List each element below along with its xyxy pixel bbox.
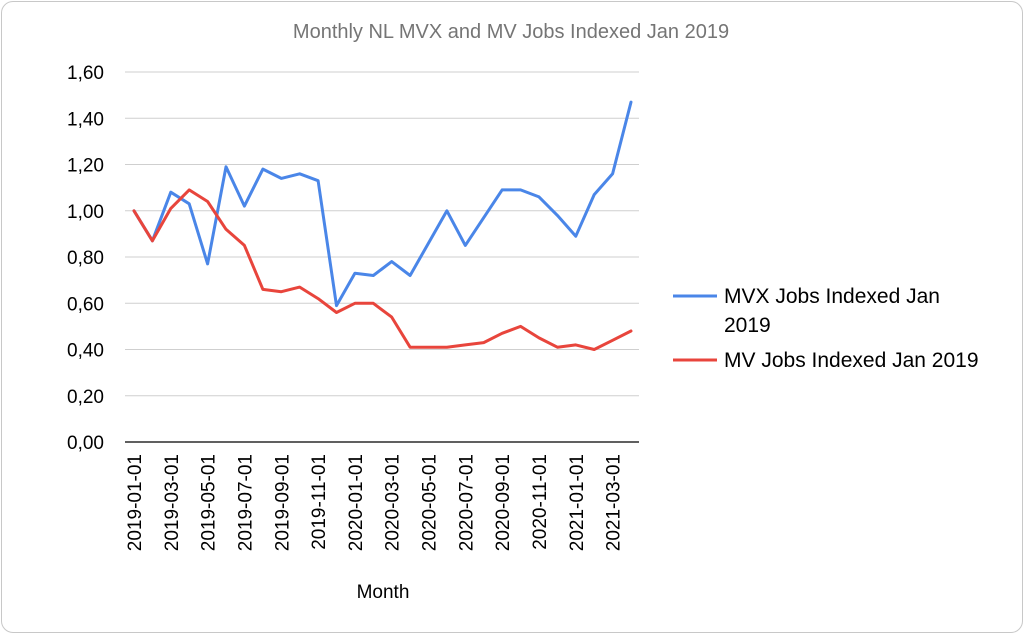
legend-label: MV Jobs Indexed Jan 2019 (724, 349, 979, 372)
x-tick-label: 2020-07-01 (456, 454, 477, 551)
y-tick-label: 0,40 (67, 341, 104, 362)
y-tick-label: 1,60 (67, 63, 104, 84)
x-tick-label: 2020-01-01 (346, 454, 367, 551)
legend-label: MVX Jobs Indexed Jan 2019 (724, 285, 940, 337)
y-tick-label: 0,80 (67, 248, 104, 269)
x-tick-label: 2020-11-01 (530, 454, 551, 550)
y-tick-label: 0,20 (67, 387, 104, 408)
x-tick-label: 2021-03-01 (604, 454, 625, 551)
series-lines (132, 100, 633, 351)
series-line (132, 188, 633, 351)
x-tick-label: 2019-09-01 (272, 454, 293, 551)
x-tick-labels: 2019-01-01 2019-03-01 2019-05-01 2019-07-01… (125, 454, 625, 551)
x-tick-label: 2020-05-01 (420, 454, 441, 551)
x-tick-label: 2020-03-01 (383, 454, 404, 551)
x-tick-label: 2021-01-01 (567, 454, 588, 551)
y-tick-label: 0,00 (67, 433, 104, 454)
x-tick-label: 2019-07-01 (235, 454, 256, 551)
y-tick-label: 1,40 (67, 109, 104, 130)
x-axis-title: Month (357, 582, 410, 603)
gridlines (125, 71, 639, 443)
x-tick-label: 2019-11-01 (309, 454, 330, 550)
x-tick-label: 2019-01-01 (125, 454, 146, 551)
x-tick-label: 2019-05-01 (199, 454, 220, 551)
y-tick-label: 0,60 (67, 294, 104, 315)
chart-title: Monthly NL MVX and MV Jobs Indexed Jan 2… (293, 21, 729, 43)
y-tick-labels: 0,00 0,20 0,40 0,60 0,80 1,00 1,20 1,40 1,60 (67, 63, 104, 454)
legend: MVX Jobs Indexed Jan 2019 MV Jobs Indexed … (673, 285, 979, 372)
x-tick-label: 2019-03-01 (162, 454, 183, 551)
y-tick-label: 1,20 (67, 156, 104, 177)
x-tick-label: 2020-09-01 (493, 454, 514, 551)
y-tick-label: 1,00 (67, 202, 104, 223)
